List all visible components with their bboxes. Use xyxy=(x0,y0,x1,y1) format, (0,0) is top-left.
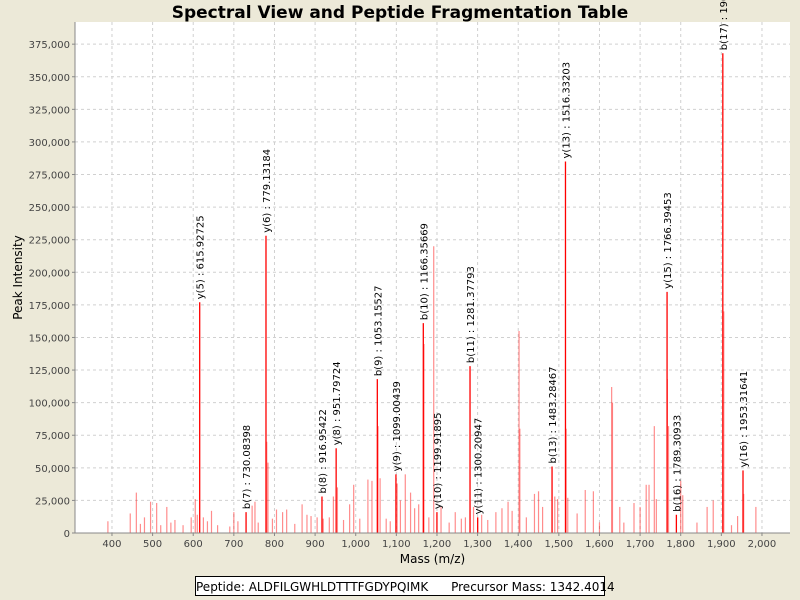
x-tick-label: 1,200 xyxy=(423,539,452,550)
legend: Peptide: ALDFILGWHLDTTTFGDYPQIMK Precurs… xyxy=(195,576,615,596)
y-tick-label: 250,000 xyxy=(29,203,70,214)
x-tick-label: 1,700 xyxy=(626,539,655,550)
y-tick-label: 175,000 xyxy=(29,301,70,312)
x-tick-label: 1,600 xyxy=(585,539,614,550)
y-tick-label: 325,000 xyxy=(29,105,70,116)
x-tick-label: 500 xyxy=(143,539,162,550)
peak-annotation: b(16) : 1789.30933 xyxy=(672,415,683,512)
x-axis-label: Mass (m/z) xyxy=(400,552,465,566)
x-tick-label: 1,100 xyxy=(382,539,411,550)
y-tick-label: 225,000 xyxy=(29,236,70,247)
peak-annotation: y(9) : 1099.00439 xyxy=(392,381,403,471)
x-tick-label: 2,000 xyxy=(748,539,777,550)
x-tick-label: 400 xyxy=(102,539,121,550)
x-tick-label: 1,000 xyxy=(341,539,370,550)
peak-annotation: y(15) : 1766.39453 xyxy=(663,192,674,289)
peak-annotation: b(10) : 1166.35669 xyxy=(419,223,430,320)
y-tick-label: 200,000 xyxy=(29,268,70,279)
peak-annotation: b(8) : 916.95422 xyxy=(318,409,329,493)
peak-annotation: b(13) : 1483.28467 xyxy=(548,366,559,463)
precursor-mass-label: Precursor Mass: 1342.4014 xyxy=(451,580,615,594)
y-axis-label: Peak Intensity xyxy=(11,235,25,320)
peak-annotation: y(11) : 1300.20947 xyxy=(474,418,485,515)
x-tick-label: 1,800 xyxy=(666,539,695,550)
x-tick-label: 1,300 xyxy=(463,539,492,550)
peak-annotation: y(8) : 951.79724 xyxy=(332,361,343,445)
y-tick-label: 100,000 xyxy=(29,399,70,410)
x-tick-label: 1,400 xyxy=(504,539,533,550)
peak-annotation: b(17) : 1903.6416 xyxy=(719,0,730,50)
chart-title: Spectral View and Peptide Fragmentation … xyxy=(171,3,629,23)
plot-area xyxy=(75,22,790,533)
peptide-label: Peptide: ALDFILGWHLDTTTFGDYPQIMK xyxy=(196,580,429,594)
peak-annotation: y(16) : 1953.31641 xyxy=(739,371,750,468)
y-tick-label: 150,000 xyxy=(29,333,70,344)
y-tick-label: 50,000 xyxy=(35,464,70,475)
peak-annotation: y(5) : 615.92725 xyxy=(196,215,207,299)
peak-annotation: y(13) : 1516.33203 xyxy=(561,62,572,159)
x-tick-label: 700 xyxy=(224,539,243,550)
y-tick-label: 75,000 xyxy=(35,431,70,442)
peak-annotation: b(7) : 730.08398 xyxy=(242,425,253,509)
y-tick-label: 125,000 xyxy=(29,366,70,377)
y-tick-label: 350,000 xyxy=(29,73,70,84)
y-tick-label: 0 xyxy=(64,529,70,540)
y-tick-label: 25,000 xyxy=(35,496,70,507)
x-tick-label: 800 xyxy=(265,539,284,550)
y-tick-label: 275,000 xyxy=(29,171,70,182)
peak-annotation: b(11) : 1281.37793 xyxy=(466,266,477,363)
y-tick-label: 375,000 xyxy=(29,40,70,51)
x-tick-label: 1,900 xyxy=(707,539,736,550)
peak-annotation: y(6) : 779.13184 xyxy=(262,149,273,233)
peak-annotation: y(10) : 1199.91895 xyxy=(433,413,444,510)
x-tick-label: 900 xyxy=(306,539,325,550)
x-tick-label: 600 xyxy=(184,539,203,550)
peak-annotation: b(9) : 1053.15527 xyxy=(373,285,384,376)
x-tick-label: 1,500 xyxy=(545,539,574,550)
y-tick-label: 300,000 xyxy=(29,138,70,149)
